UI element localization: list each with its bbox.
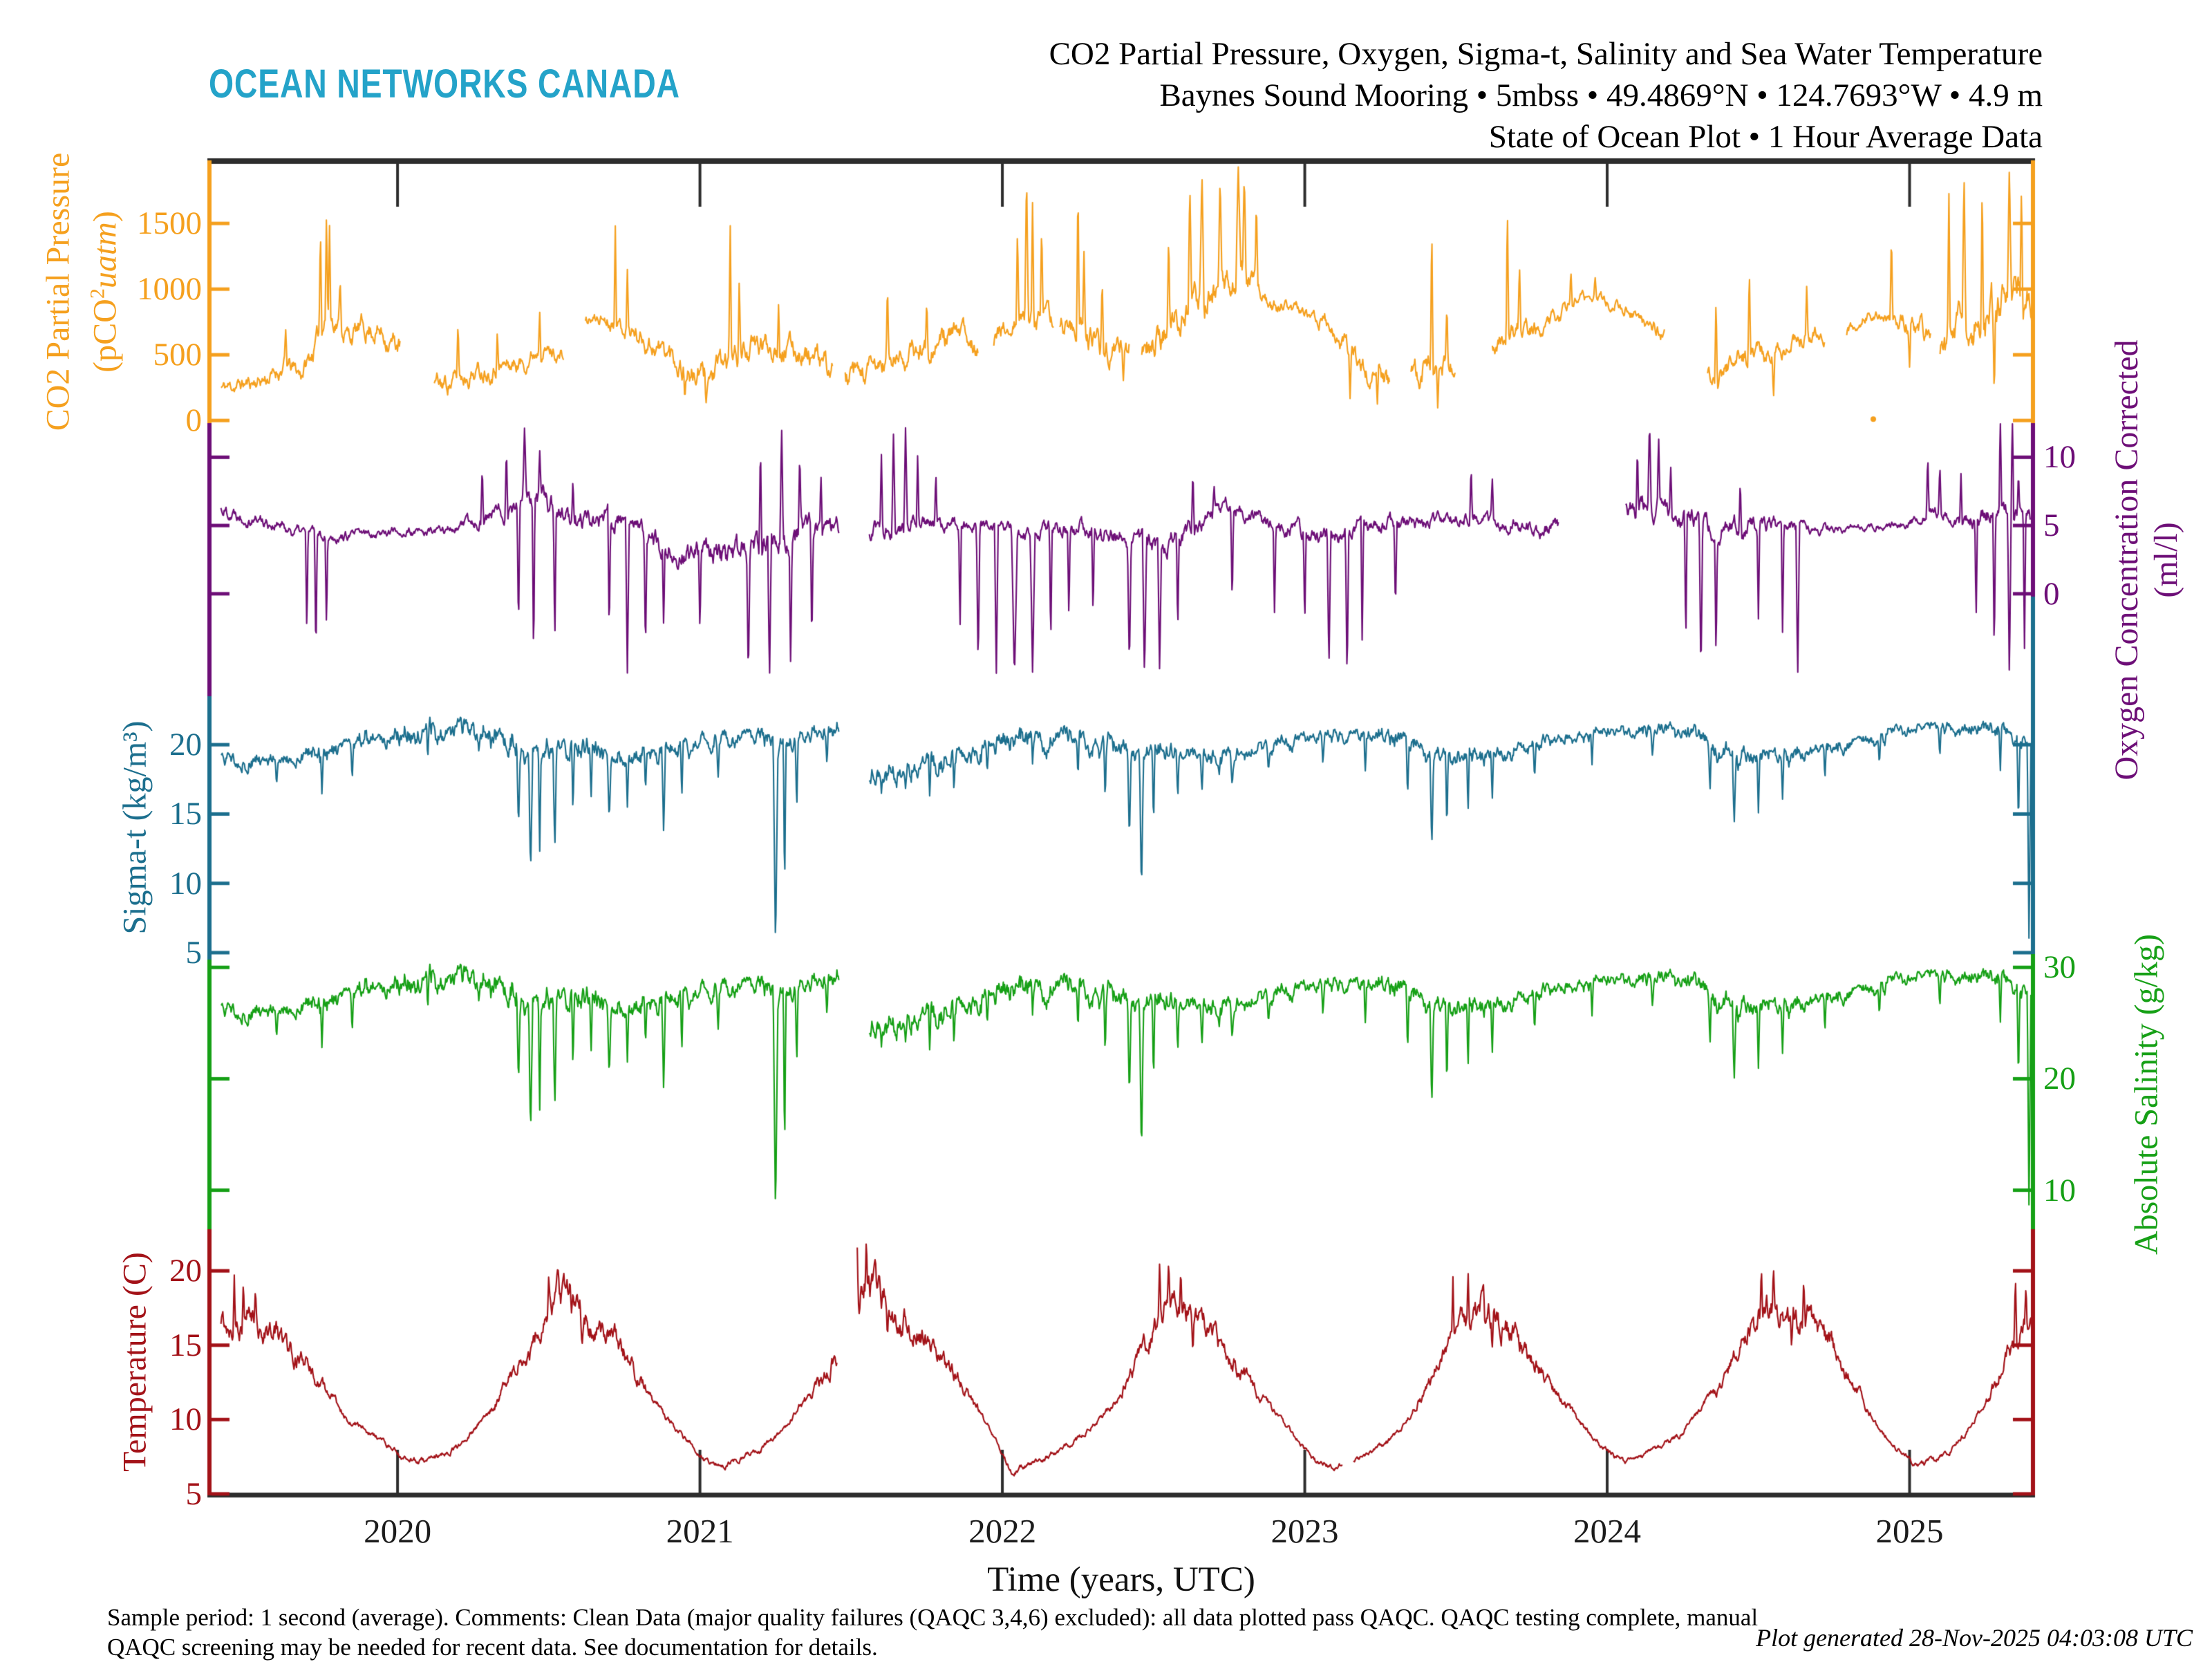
y-tick-label-co2: 1000: [137, 271, 202, 308]
x-tick-label: 2021: [666, 1512, 734, 1550]
title-line-2: Baynes Sound Mooring • 5mbss • 49.4869°N…: [1159, 77, 2043, 113]
y-axis-label-co2-name: CO2 Partial Pressure: [39, 152, 77, 431]
x-tick-label: 2022: [968, 1512, 1037, 1550]
y-tick-label-co2: 1500: [137, 205, 202, 242]
y-axis-label-oxygen-unit: (ml/l): [2148, 522, 2184, 598]
x-tick-label: 2023: [1271, 1512, 1339, 1550]
y-tick-label-co2: 0: [185, 402, 203, 439]
y-tick-label-sigma: 5: [185, 934, 203, 971]
title-line-3: State of Ocean Plot • 1 Hour Average Dat…: [1488, 119, 2043, 155]
y-tick-label-oxy: 5: [2043, 507, 2060, 544]
y-tick-label-co2: 500: [153, 337, 203, 373]
y-tick-label-sigma: 15: [169, 796, 202, 832]
y-axis-label-oxygen: Oxygen Concentration Corrected (ml/l): [2107, 339, 2186, 780]
y-tick-label-sal: 20: [2043, 1061, 2076, 1097]
footer-comments: Sample period: 1 second (average). Comme…: [107, 1603, 1758, 1662]
plot-title: CO2 Partial Pressure, Oxygen, Sigma-t, S…: [1049, 33, 2043, 158]
plot-generated-timestamp: Plot generated 28-Nov-2025 04:03:08 UTC: [1756, 1624, 2193, 1652]
x-axis-label: Time (years, UTC): [987, 1560, 1255, 1599]
onc-logo: OCEAN NETWORKS CANADA: [209, 62, 680, 106]
y-tick-label-temp: 20: [169, 1253, 202, 1289]
y-tick-label-sal: 30: [2043, 949, 2076, 986]
y-axis-label-oxygen-name: Oxygen Concentration Corrected: [2108, 339, 2145, 781]
x-tick-label: 2025: [1875, 1512, 1944, 1550]
y-tick-label-temp: 10: [169, 1401, 202, 1438]
y-tick-label-oxy: 10: [2043, 439, 2076, 476]
footer-line-1: Sample period: 1 second (average). Comme…: [107, 1604, 1759, 1631]
y-tick-label-sigma: 10: [169, 865, 202, 902]
x-tick-label: 2020: [364, 1512, 432, 1550]
y-tick-label-temp: 15: [169, 1327, 202, 1363]
y-tick-label-sal: 10: [2043, 1172, 2076, 1208]
title-line-1: CO2 Partial Pressure, Oxygen, Sigma-t, S…: [1049, 36, 2043, 72]
x-tick-label: 2024: [1573, 1512, 1642, 1550]
y-tick-label-oxy: 0: [2043, 575, 2060, 612]
y-tick-label-sigma: 20: [169, 727, 202, 763]
footer-line-2: QAQC screening may be needed for recent …: [107, 1634, 878, 1661]
y-tick-label-temp: 5: [185, 1475, 203, 1512]
